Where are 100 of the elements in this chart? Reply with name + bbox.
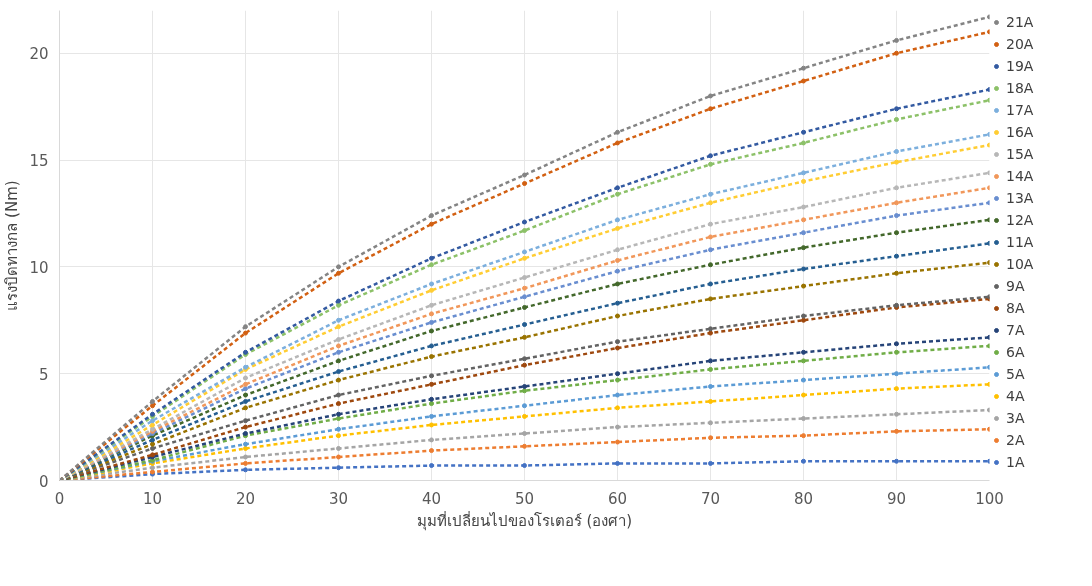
point [801,204,806,210]
point [522,356,527,362]
point [150,418,155,424]
point [615,405,620,411]
point [522,228,527,234]
point [336,445,341,451]
point [243,324,248,330]
legend-label: 20A [1006,35,1035,53]
point [243,386,248,392]
point [522,275,527,281]
point [801,433,806,439]
x-tick-label: 50 [514,489,535,508]
point [708,93,713,99]
point [894,458,899,464]
point [801,349,806,355]
point [336,343,341,349]
point [708,358,713,364]
point [894,411,899,417]
legend-label: 18A [1006,79,1035,97]
point [615,313,620,319]
y-tick-label: 15 [29,152,49,171]
point [708,435,713,441]
legend-label: 19A [1006,57,1035,75]
point [429,437,434,443]
legend-label: 8A [1006,299,1026,317]
point [336,324,341,330]
point [336,454,341,460]
point [522,294,527,300]
point [894,159,899,165]
point [522,255,527,261]
legend-label: 5A [1006,365,1026,383]
x-tick-label: 90 [886,489,907,508]
point [429,281,434,287]
point [429,354,434,360]
point [615,217,620,223]
point [708,106,713,112]
x-tick-label: 10 [142,489,163,508]
point [150,445,155,451]
y-axis-title: แรงบิดทางกล (Nm) [3,180,22,311]
point [336,401,341,407]
point [522,249,527,255]
point [522,463,527,469]
point [243,441,248,447]
point [615,247,620,253]
point [708,221,713,227]
point [708,153,713,159]
point [801,358,806,364]
point [708,247,713,253]
point [615,424,620,430]
point [429,221,434,227]
point [615,345,620,351]
point [243,398,248,404]
point [336,298,341,304]
point [708,234,713,240]
point [894,386,899,392]
point [243,330,248,336]
point [336,465,341,471]
point [894,149,899,154]
point [336,302,341,308]
point [429,328,434,334]
point [243,424,248,430]
point [894,253,899,259]
point [243,381,248,387]
point [615,439,620,445]
point [708,384,713,389]
point [336,411,341,417]
point [615,140,620,146]
point [801,266,806,272]
point [801,65,806,71]
x-tick-label: 0 [54,489,65,508]
point [801,129,806,135]
point [150,403,155,409]
point [894,116,899,122]
point [429,422,434,428]
x-tick-label: 20 [235,489,256,508]
point [336,317,341,323]
point [801,458,806,464]
point [894,200,899,206]
point [336,358,341,364]
point [429,396,434,402]
point [336,426,341,432]
x-axis-title: มุมที่เปลี่ยนไปของโรเตอร์ (องศา) [416,509,633,531]
point [336,377,341,383]
point [336,337,341,342]
point [522,322,527,328]
point [615,300,620,306]
point [801,230,806,236]
legend-label: 17A [1006,101,1035,119]
point [615,268,620,274]
legend-label: 10A [1006,255,1035,273]
y-tick-label: 5 [38,365,49,384]
y-tick-label: 0 [38,472,49,491]
point [522,334,527,340]
point [615,460,620,466]
point [894,428,899,434]
point [801,217,806,223]
point [522,172,527,178]
legend-label: 16A [1006,123,1035,141]
legend-label: 13A [1006,189,1035,207]
x-tick-label: 80 [793,489,814,508]
